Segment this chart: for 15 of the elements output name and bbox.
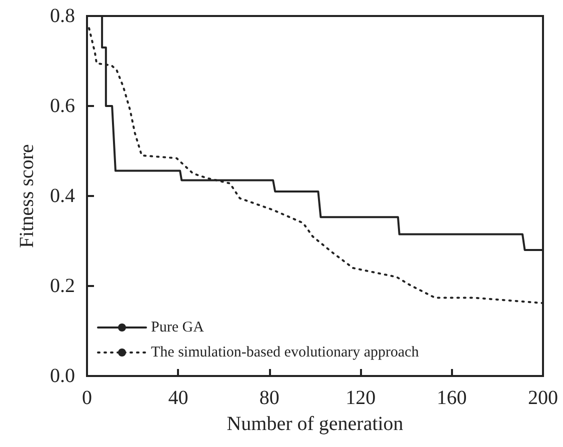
y-tick-label: 0.6 [50,95,75,117]
y-axis-title: Fitness score [16,144,38,248]
x-tick-label: 120 [346,387,376,409]
x-tick-label: 40 [168,387,188,409]
x-tick-label: 80 [259,387,280,409]
x-tick-label: 0 [82,387,92,409]
legend-label: The simulation-based evolutionary approach [151,344,420,360]
x-tick-label: 160 [436,387,467,409]
y-tick-label: 0.8 [50,5,75,27]
y-tick-label: 0.4 [50,185,75,207]
y-tick-label: 0.0 [50,365,75,387]
x-axis-title: Number of generation [226,413,404,435]
x-tick-label: 200 [528,387,558,409]
legend-label: Pure GA [151,320,204,336]
y-tick-label: 0.2 [50,275,75,297]
